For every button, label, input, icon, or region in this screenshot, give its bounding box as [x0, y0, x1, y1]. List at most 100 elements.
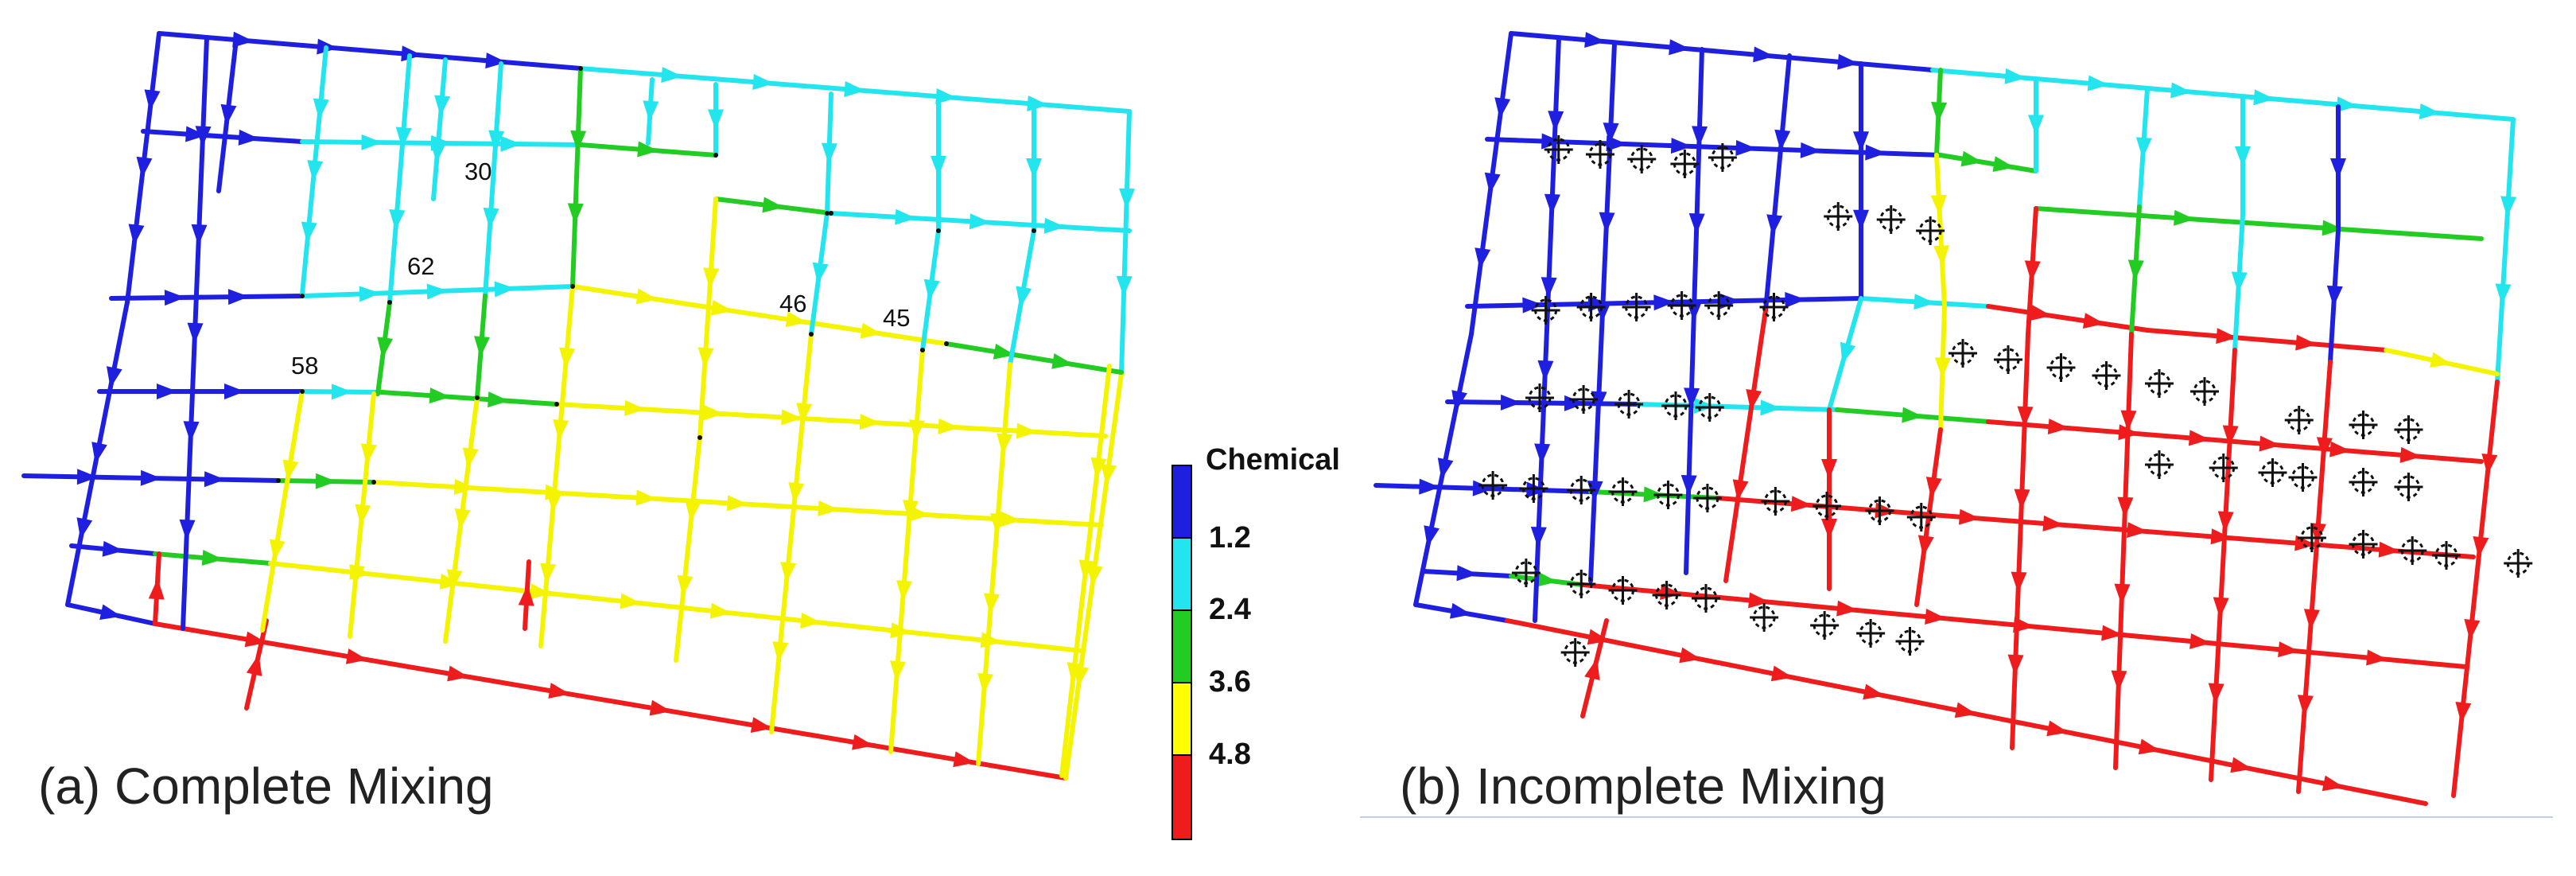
flow-arrow [2216, 328, 2237, 345]
mixing-node-marker [2398, 536, 2427, 565]
mixing-node-marker [1569, 385, 1599, 414]
pipe [1119, 109, 1132, 376]
flow-arrow [1933, 245, 1950, 267]
flow-arrow [2188, 430, 2210, 446]
flow-arrow [2378, 541, 2400, 558]
flow-arrow [2259, 435, 2281, 452]
flow-arrow [2217, 511, 2234, 532]
flow-arrow [799, 612, 822, 629]
mixing-node-marker [1994, 345, 2022, 374]
color-legend: Chemical 1.2 2.4 3.6 4.8 [1171, 443, 1340, 840]
flow-arrow [1101, 463, 1117, 485]
pipe [697, 197, 718, 440]
flow-arrow [788, 482, 805, 504]
flow-arrow [895, 208, 916, 225]
flow-arrow [2473, 536, 2489, 558]
flow-arrow [1526, 481, 1548, 498]
flow-arrow [635, 288, 658, 305]
flow-arrow [1535, 570, 1557, 587]
flow-arrow [2046, 720, 2069, 737]
pipe [976, 362, 1012, 766]
flow-arrow [1914, 294, 1935, 310]
flow-arrow [685, 500, 701, 523]
flow-arrow [2481, 454, 2498, 475]
pipe [1509, 31, 1935, 72]
flow-arrow [752, 74, 774, 90]
mixing-node-marker [1813, 492, 1841, 520]
mixing-node-marker [2349, 411, 2378, 439]
flow-arrow [1548, 111, 1564, 132]
flow-arrow [1688, 213, 1705, 235]
mixing-node-marker [1856, 619, 1886, 648]
flow-arrow [2208, 683, 2224, 704]
flow-arrow [204, 471, 225, 488]
flow-arrow [2278, 641, 2299, 658]
flow-arrow [1670, 138, 1692, 154]
mixing-node-marker [1906, 503, 1936, 531]
flow-arrow [1584, 658, 1600, 681]
mixing-node-marker [1695, 393, 1724, 422]
flow-arrow [649, 699, 671, 716]
flow-arrow [1669, 39, 1690, 56]
flow-arrow [812, 262, 829, 284]
flow-arrow [2014, 489, 2030, 510]
mixing-node-marker [1670, 150, 1700, 178]
flow-arrow [785, 311, 807, 328]
mixing-node-marker [1652, 581, 1681, 609]
flow-arrow [1026, 158, 1042, 179]
flow-arrow [1863, 683, 1885, 700]
junction-node [300, 389, 305, 394]
flow-arrow [553, 419, 569, 441]
mixing-node-marker [1567, 476, 1596, 504]
legend-tick-2-4: 2.4 [1209, 593, 1251, 626]
mixing-node-marker [1895, 627, 1925, 656]
pipe [379, 390, 559, 407]
flow-arrow [2230, 757, 2252, 773]
flow-arrow [529, 583, 551, 600]
flow-arrow [395, 127, 412, 149]
flow-arrow [1537, 360, 1554, 382]
pipe [1986, 419, 2484, 464]
flow-arrow [2430, 352, 2452, 368]
flow-arrow [462, 447, 479, 469]
mixing-node-marker [1750, 603, 1779, 632]
mixing-node-marker [2288, 463, 2318, 492]
flow-arrow [852, 734, 874, 750]
flow-arrow [548, 683, 570, 699]
flow-arrow [107, 366, 122, 388]
flow-arrow [2210, 528, 2232, 545]
flow-arrow [2303, 609, 2320, 630]
flow-arrow [2120, 410, 2137, 431]
flow-arrow [709, 602, 732, 619]
flow-arrow [282, 459, 299, 481]
pipe [431, 57, 448, 201]
flow-arrow [2231, 271, 2248, 293]
flow-arrow [195, 126, 212, 147]
pipe [1938, 153, 2038, 173]
mixing-node-marker [2349, 468, 2378, 496]
flow-arrow [1494, 97, 1511, 119]
flow-arrow [2329, 441, 2351, 457]
flow-arrow [128, 224, 145, 246]
flow-arrow [1821, 519, 1837, 539]
flow-arrow [140, 469, 161, 486]
pipe [153, 621, 1068, 781]
flow-arrow [750, 717, 773, 733]
flow-arrow [2127, 522, 2148, 539]
mixing-node-marker [1608, 477, 1638, 506]
flow-arrow [1902, 407, 1923, 423]
node-label-30: 30 [464, 158, 491, 185]
flow-arrow [1016, 286, 1032, 308]
flow-arrow [1735, 139, 1757, 156]
flow-arrow [1653, 294, 1675, 311]
flow-arrow [201, 549, 223, 566]
flow-arrow [1424, 525, 1440, 547]
flow-arrow [762, 197, 784, 213]
legend-tick-4-8: 4.8 [1209, 738, 1251, 771]
flow-arrow [359, 286, 380, 302]
pipe [260, 389, 305, 633]
flow-arrow [2322, 220, 2344, 236]
flow-arrow [2004, 68, 2026, 84]
flow-arrow [1694, 397, 1715, 414]
flow-arrow [1770, 665, 1793, 682]
